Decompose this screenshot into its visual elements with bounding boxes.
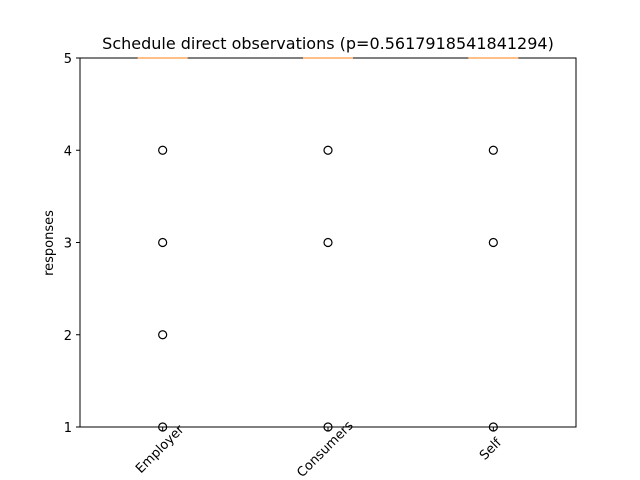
y-axis-label: responses: [42, 210, 57, 276]
y-tick-label: 2: [64, 329, 72, 344]
y-tick-label: 1: [64, 421, 72, 436]
x-tick-label: Self: [477, 435, 505, 463]
flier: [488, 237, 498, 248]
plot-frame: [79, 57, 577, 428]
y-tick-label: 5: [64, 52, 72, 67]
flier: [158, 330, 168, 340]
flier: [488, 422, 498, 432]
flier: [323, 422, 333, 432]
flier: [323, 237, 333, 248]
flier: [158, 145, 168, 155]
flier: [323, 145, 333, 155]
flier: [158, 422, 168, 432]
flier: [158, 237, 168, 248]
chart-title: Schedule direct observations (p=0.561791…: [102, 34, 554, 53]
y-tick-label: 4: [64, 144, 72, 159]
flier: [488, 145, 498, 155]
y-tick-label: 3: [64, 237, 72, 252]
